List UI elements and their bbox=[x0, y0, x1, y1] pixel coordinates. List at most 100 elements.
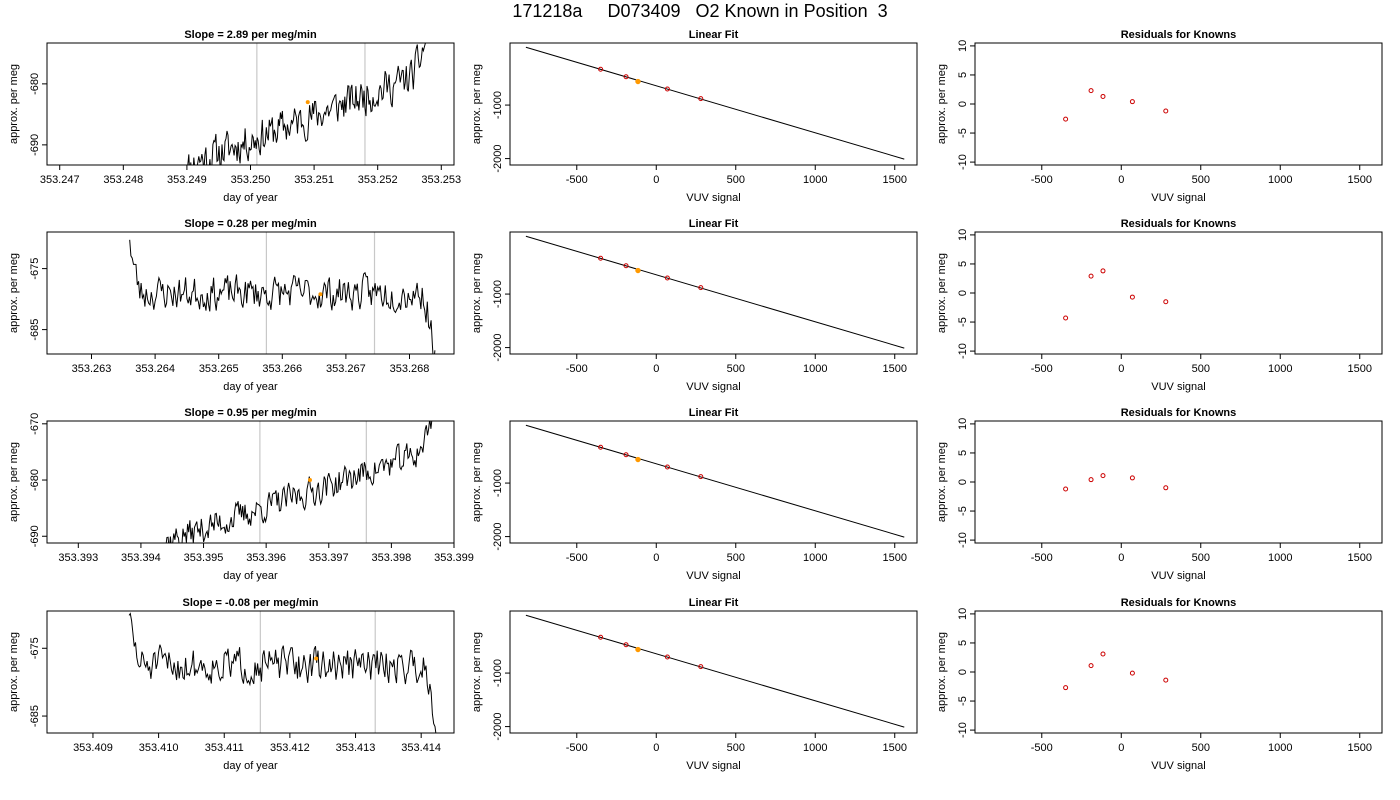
y-axis-label: approx. per meg bbox=[8, 64, 20, 144]
known-point bbox=[598, 634, 604, 640]
y-axis-label: approx. per meg bbox=[471, 442, 483, 522]
known-point bbox=[664, 275, 670, 281]
y-tick-label: -675 bbox=[29, 637, 41, 659]
x-tick-label: -500 bbox=[566, 363, 588, 375]
x-tick-label: 353.263 bbox=[72, 363, 112, 375]
known-point bbox=[664, 86, 670, 92]
y-tick-label: 0 bbox=[957, 479, 969, 485]
x-tick-label: 353.253 bbox=[421, 174, 461, 186]
x-tick-label: 1500 bbox=[883, 174, 907, 186]
y-tick-label: -5 bbox=[957, 696, 969, 706]
x-tick-label: 353.251 bbox=[294, 174, 334, 186]
x-axis-label: day of year bbox=[223, 381, 278, 393]
x-tick-label: 1500 bbox=[1348, 363, 1372, 375]
known-point bbox=[698, 664, 704, 670]
panel-linear_fit-2: Linear Fit -500 0 500 1000 1500 VUV signal -100… bbox=[471, 407, 918, 582]
sample-mean-point bbox=[307, 478, 312, 483]
plot-frame bbox=[509, 420, 918, 544]
figure-title: 171218a D073409 O2 Known in Position 3 bbox=[512, 1, 888, 21]
x-tick-label: 500 bbox=[1192, 552, 1210, 564]
y-tick-label: 0 bbox=[957, 290, 969, 296]
plot-area bbox=[129, 232, 436, 354]
y-tick-label: 10 bbox=[957, 40, 969, 52]
plot-area bbox=[128, 611, 437, 733]
panel-title: Linear Fit bbox=[689, 218, 739, 230]
residual-point bbox=[1163, 677, 1169, 683]
y-tick-label: 5 bbox=[957, 640, 969, 646]
x-tick-label: -500 bbox=[566, 174, 588, 186]
panel-linear_fit-0: Linear Fit -500 0 500 1000 1500 VUV signal -100… bbox=[471, 29, 918, 204]
x-tick-label: -500 bbox=[566, 552, 588, 564]
x-tick-label: 500 bbox=[727, 742, 745, 754]
y-tick-label: -1000 bbox=[492, 469, 504, 497]
plot-frame bbox=[974, 420, 1383, 544]
x-axis-label: VUV signal bbox=[1151, 570, 1205, 582]
residual-point bbox=[1100, 651, 1106, 657]
panel-title: Slope = -0.08 per meg/min bbox=[182, 597, 318, 609]
y-tick-label: -690 bbox=[29, 525, 41, 547]
y-tick-label: -685 bbox=[29, 319, 41, 341]
x-axis-label: day of year bbox=[223, 192, 278, 204]
x-tick-label: 500 bbox=[1192, 363, 1210, 375]
known-point bbox=[623, 74, 629, 80]
y-tick-label: -5 bbox=[957, 506, 969, 516]
x-tick-label: 500 bbox=[1192, 742, 1210, 754]
x-axis-label: VUV signal bbox=[686, 570, 740, 582]
x-tick-label: 353.395 bbox=[184, 552, 224, 564]
residual-point bbox=[1100, 93, 1106, 99]
y-tick-label: 5 bbox=[957, 261, 969, 267]
sample-point bbox=[635, 267, 641, 274]
y-tick-label: -5 bbox=[957, 128, 969, 138]
x-tick-label: 353.394 bbox=[121, 552, 161, 564]
x-tick-label: 353.398 bbox=[372, 552, 412, 564]
panel-timeseries-0: Slope = 2.89 per meg/min 353.247 353.248 35… bbox=[8, 29, 461, 204]
residual-point bbox=[1088, 663, 1094, 669]
plot-frame bbox=[46, 42, 455, 166]
plot-area bbox=[525, 46, 905, 160]
known-point bbox=[664, 464, 670, 470]
sample-mean-point bbox=[305, 100, 310, 105]
x-tick-label: 353.249 bbox=[167, 174, 207, 186]
panel-timeseries-2: Slope = 0.95 per meg/min 353.393 353.394 35… bbox=[8, 407, 474, 582]
panel-residuals-2: Residuals for Knowns -500 0 500 1000 1500 VUV … bbox=[936, 407, 1383, 582]
y-tick-label: 0 bbox=[957, 669, 969, 675]
y-tick-label: -680 bbox=[29, 73, 41, 95]
y-tick-label: -10 bbox=[957, 722, 969, 738]
residual-point bbox=[1100, 268, 1106, 274]
x-axis-label: VUV signal bbox=[1151, 381, 1205, 393]
x-tick-label: 0 bbox=[1118, 552, 1124, 564]
panel-title: Residuals for Knowns bbox=[1121, 407, 1237, 419]
plot-frame bbox=[509, 610, 918, 734]
x-axis-label: VUV signal bbox=[1151, 760, 1205, 772]
plot-frame bbox=[46, 610, 455, 734]
y-tick-label: -2000 bbox=[492, 523, 504, 551]
signal-trace-line bbox=[165, 421, 433, 543]
plot-area bbox=[187, 43, 426, 165]
x-tick-label: 0 bbox=[1118, 174, 1124, 186]
x-tick-label: 0 bbox=[1118, 742, 1124, 754]
x-tick-label: 1000 bbox=[803, 742, 827, 754]
residual-point bbox=[1129, 475, 1135, 481]
plot-frame bbox=[46, 231, 455, 355]
x-tick-label: 353.264 bbox=[135, 363, 175, 375]
y-tick-label: 5 bbox=[957, 450, 969, 456]
y-axis-label: approx. per meg bbox=[471, 632, 483, 712]
x-axis-label: VUV signal bbox=[686, 760, 740, 772]
plot-frame bbox=[509, 42, 918, 166]
x-axis-label: VUV signal bbox=[1151, 192, 1205, 204]
plot-area bbox=[525, 424, 905, 538]
y-axis-label: approx. per meg bbox=[471, 64, 483, 144]
x-tick-label: 353.247 bbox=[40, 174, 80, 186]
plot-area bbox=[525, 614, 905, 728]
x-tick-label: 1000 bbox=[1268, 552, 1292, 564]
x-tick-label: 353.265 bbox=[199, 363, 239, 375]
sample-point bbox=[635, 78, 641, 85]
signal-trace-line bbox=[187, 43, 426, 165]
plot-area bbox=[525, 235, 905, 349]
x-tick-label: 353.397 bbox=[309, 552, 349, 564]
residual-point bbox=[1163, 299, 1169, 305]
y-tick-label: -5 bbox=[957, 317, 969, 327]
x-tick-label: 353.248 bbox=[103, 174, 143, 186]
